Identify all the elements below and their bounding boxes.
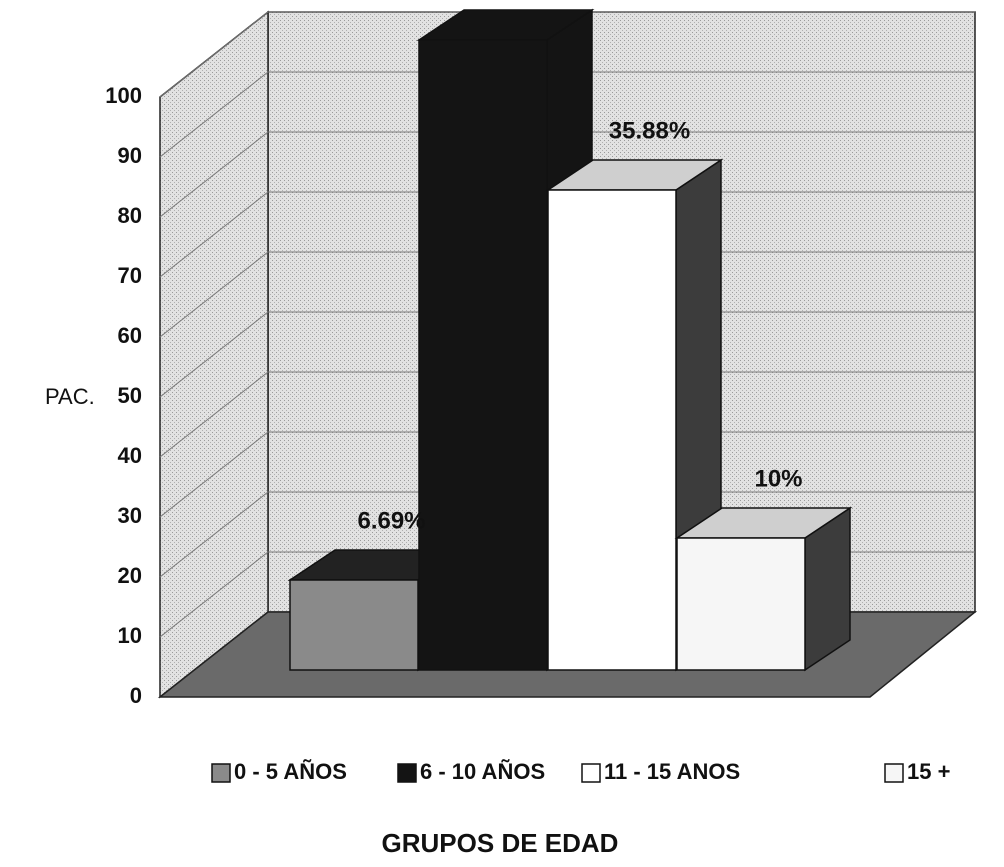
x-axis-label: GRUPOS DE EDAD	[382, 828, 619, 858]
grid-line	[159, 251, 975, 338]
grid-line	[159, 191, 975, 278]
bar	[418, 39, 548, 671]
y-tick-label: 90	[118, 143, 142, 168]
legend-label: 11 - 15 ANOS	[604, 759, 740, 784]
grid-line	[159, 431, 975, 518]
bar-annotation: 6.69%	[357, 507, 425, 534]
legend-swatch	[397, 763, 417, 783]
grid-line	[159, 311, 975, 398]
bars	[287, 8, 853, 672]
bar-annotation: 10%	[754, 465, 802, 492]
legend-label: 15 +	[907, 759, 950, 784]
bar	[289, 579, 419, 671]
grid-line	[159, 371, 975, 458]
y-tick-label: 20	[118, 563, 142, 588]
legend-swatch	[581, 763, 601, 783]
legend-swatch	[884, 763, 904, 783]
grid-line	[159, 71, 975, 158]
y-axis-label: PAC.	[45, 384, 95, 409]
legend-swatch	[211, 763, 231, 783]
grid-line	[159, 11, 975, 98]
y-tick-label: 100	[105, 83, 142, 108]
y-tick-label: 60	[118, 323, 142, 348]
legend-label: 0 - 5 AÑOS	[234, 759, 347, 784]
y-tick-label: 30	[118, 503, 142, 528]
bar	[676, 537, 806, 671]
bar	[547, 189, 677, 671]
grid	[159, 11, 975, 638]
y-tick-label: 80	[118, 203, 142, 228]
bar-annotation: 35.88%	[609, 117, 690, 144]
y-tick-label: 0	[130, 683, 142, 708]
legend-label: 6 - 10 AÑOS	[420, 759, 545, 784]
y-tick-label: 70	[118, 263, 142, 288]
y-tick-label: 50	[118, 383, 142, 408]
grid-line	[159, 491, 975, 578]
y-tick-label: 40	[118, 443, 142, 468]
bar	[674, 506, 853, 672]
grid-line	[159, 131, 975, 218]
y-tick-label: 10	[118, 623, 142, 648]
